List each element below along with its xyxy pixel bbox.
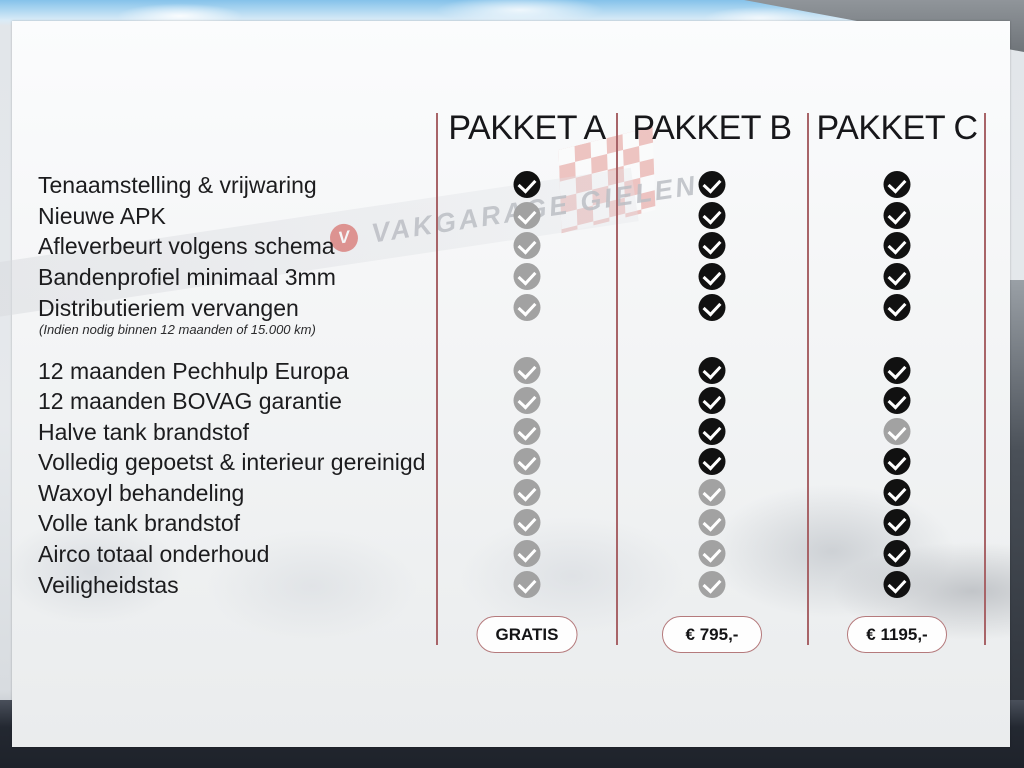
package-header-b: PAKKET B: [632, 109, 792, 147]
feature-label: Veiligheidstas: [38, 572, 179, 598]
check-icon: [698, 540, 726, 567]
price-button-pakket-a[interactable]: GRATIS: [476, 616, 578, 653]
check-icon: [513, 171, 541, 198]
feature-row: Bandenprofiel minimaal 3mm: [12, 261, 1010, 293]
check-icon: [513, 571, 541, 598]
feature-row: 12 maanden Pechhulp Europa: [12, 355, 1010, 387]
check-icon: [883, 509, 911, 536]
check-icon: [883, 540, 911, 567]
feature-row: Waxoyl behandeling: [12, 477, 1010, 509]
feature-label: 12 maanden Pechhulp Europa: [38, 358, 349, 384]
feature-row: Tenaamstelling & vrijwaring: [12, 169, 1010, 201]
column-divider: [807, 113, 809, 645]
check-icon: [883, 171, 911, 198]
check-icon: [513, 202, 541, 229]
column-divider: [616, 113, 618, 645]
check-icon: [513, 357, 541, 384]
check-icon: [698, 263, 726, 290]
check-icon: [513, 263, 541, 290]
feature-label: Afleverbeurt volgens schema: [38, 233, 335, 259]
feature-row: Volle tank brandstof: [12, 507, 1010, 539]
check-icon: [698, 509, 726, 536]
check-icon: [513, 479, 541, 506]
check-icon: [883, 357, 911, 384]
column-divider: [436, 113, 438, 645]
check-icon: [698, 294, 726, 321]
check-icon: [513, 387, 541, 414]
feature-label: 12 maanden BOVAG garantie: [38, 388, 342, 414]
feature-row: Volledig gepoetst & interieur gereinigd: [12, 446, 1010, 478]
check-icon: [513, 540, 541, 567]
package-comparison-panel: V VAKGARAGE GIELEN PAKKET A PAKKET B PAK…: [0, 21, 1010, 747]
feature-label: Distributieriem vervangen: [38, 295, 299, 321]
check-icon: [698, 171, 726, 198]
check-icon: [698, 202, 726, 229]
feature-row: Nieuwe APK: [12, 200, 1010, 232]
feature-row: Airco totaal onderhoud: [12, 538, 1010, 570]
check-icon: [513, 418, 541, 445]
check-icon: [883, 387, 911, 414]
check-icon: [513, 509, 541, 536]
column-divider: [984, 113, 986, 645]
check-icon: [883, 263, 911, 290]
check-icon: [698, 232, 726, 259]
feature-label: Volle tank brandstof: [38, 510, 241, 536]
price-button-pakket-c[interactable]: € 1195,-: [847, 616, 947, 653]
feature-row: Halve tank brandstof: [12, 416, 1010, 448]
check-icon: [883, 202, 911, 229]
package-header-a: PAKKET A: [448, 109, 606, 147]
check-icon: [513, 448, 541, 475]
check-icon: [883, 232, 911, 259]
check-icon: [883, 571, 911, 598]
check-icon: [513, 294, 541, 321]
check-icon: [883, 294, 911, 321]
check-icon: [883, 479, 911, 506]
feature-label: Bandenprofiel minimaal 3mm: [38, 264, 336, 290]
feature-label: Nieuwe APK: [38, 203, 166, 229]
feature-row: 12 maanden BOVAG garantie: [12, 385, 1010, 417]
feature-row: Veiligheidstas: [12, 569, 1010, 601]
price-button-pakket-b[interactable]: € 795,-: [662, 616, 762, 653]
check-icon: [698, 479, 726, 506]
feature-label: Halve tank brandstof: [38, 419, 249, 445]
feature-note: (Indien nodig binnen 12 maanden of 15.00…: [39, 322, 316, 337]
feature-label: Waxoyl behandeling: [38, 480, 245, 506]
feature-label: Volledig gepoetst & interieur gereinigd: [38, 449, 426, 475]
feature-label: Airco totaal onderhoud: [38, 541, 270, 567]
check-icon: [513, 232, 541, 259]
feature-row: Distributieriem vervangen: [12, 292, 1010, 324]
package-header-c: PAKKET C: [816, 109, 978, 147]
check-icon: [698, 387, 726, 414]
check-icon: [883, 448, 911, 475]
dark-car: [1008, 280, 1024, 710]
feature-label: Tenaamstelling & vrijwaring: [38, 172, 317, 198]
check-icon: [698, 418, 726, 445]
check-icon: [698, 571, 726, 598]
check-icon: [883, 418, 911, 445]
check-icon: [698, 357, 726, 384]
feature-row: Afleverbeurt volgens schema: [12, 230, 1010, 262]
check-icon: [698, 448, 726, 475]
